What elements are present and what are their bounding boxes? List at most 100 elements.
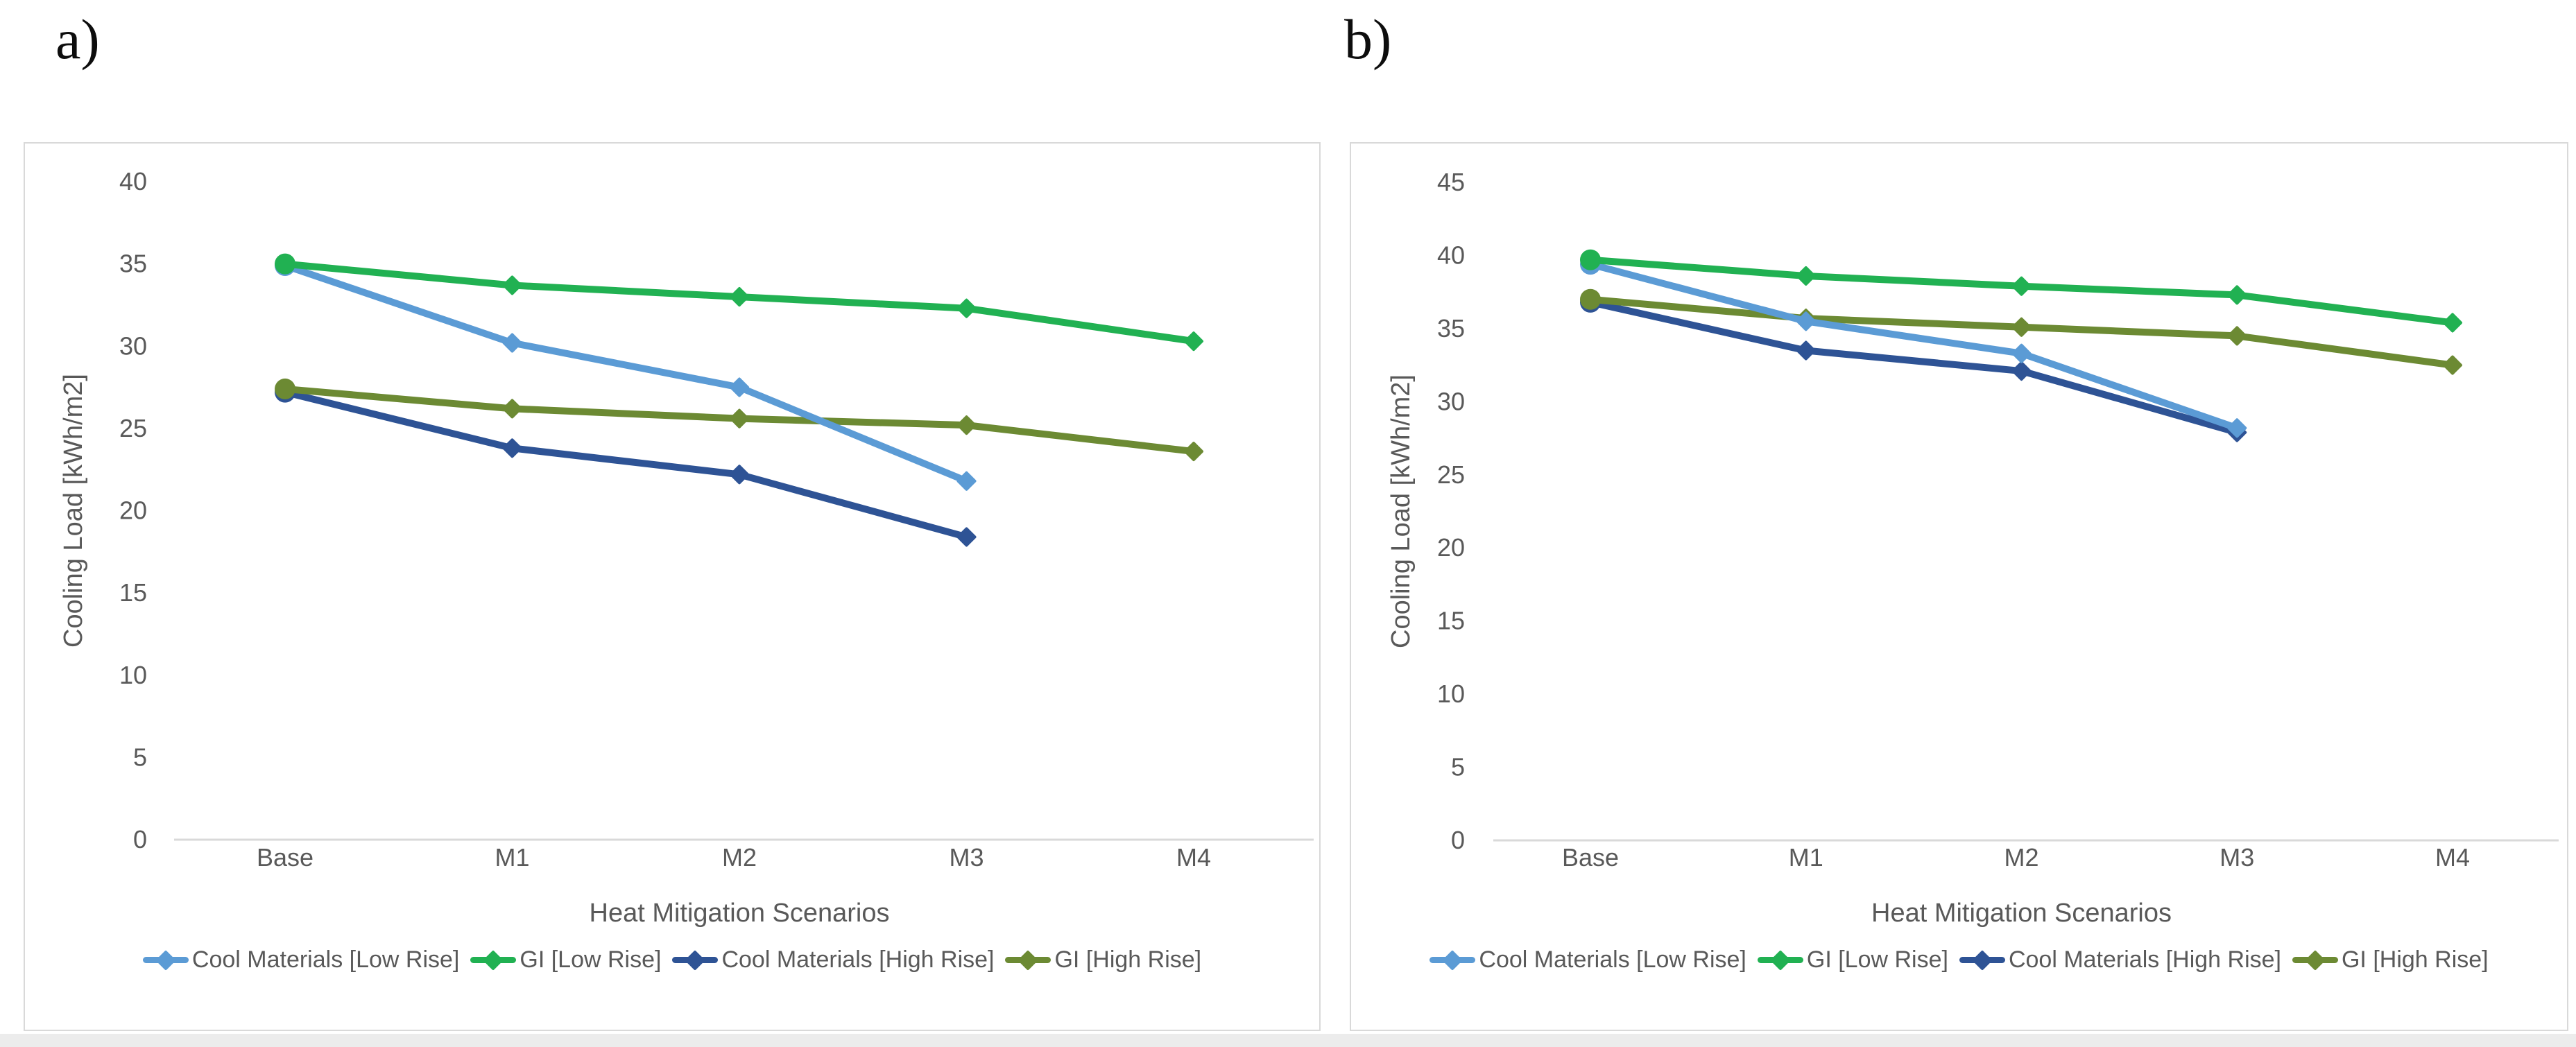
x-axis-category-label: M3 [2219,843,2254,872]
y-axis-tick-label: 30 [119,331,147,360]
data-point-marker [956,471,977,491]
x-axis-category-label: M1 [495,843,529,872]
legend-item: Cool Materials [Low Rise] [1429,946,1746,974]
data-point-marker [956,415,977,435]
x-axis-category-label: M1 [1789,843,1823,872]
legend-line-diamond-marker [2292,957,2338,963]
data-point-marker [1183,442,1204,462]
data-point-marker [2011,343,2032,363]
data-point-marker [2011,276,2032,296]
chart-svg: 0 5 10 15 20 25 30 35 40 45 Base M1 M2 M3 M4 Heat Mitig… [1386,168,2559,928]
chart-panel-a: 0 5 10 15 20 25 30 35 40 Base M1 M2 M3 M4 Heat Mitigat… [24,142,1321,1031]
legend-item: Cool Materials [High Rise] [1959,946,2281,974]
data-point-marker [956,298,977,318]
y-axis-tick-label: 45 [1437,168,1465,196]
legend-item: GI [Low Rise] [470,946,661,974]
legend: Cool Materials [Low Rise] GI [Low Rise] Co… [25,946,1319,974]
y-axis-tick-label: 35 [1437,314,1465,343]
y-axis-tick-label: 20 [1437,533,1465,562]
data-point-marker [2011,361,2032,381]
data-point-marker [2227,285,2247,305]
bottom-strip [0,1034,2576,1047]
data-point-marker [2227,418,2247,438]
x-axis-category-label: M4 [2435,843,2470,872]
data-point-marker [1796,340,1816,361]
series-4 [1580,288,2463,375]
y-axis-tick-label: 0 [1451,826,1465,854]
y-axis-tick-label: 35 [119,250,147,278]
chart-panel-b: 0 5 10 15 20 25 30 35 40 45 Base M1 M2 M3 M4 Heat Mitig… [1350,142,2568,1031]
legend-label: Cool Materials [High Rise] [721,946,995,973]
legend-line-diamond-marker [1005,957,1051,963]
y-axis-title: Cooling Load [kWh/m2] [1386,374,1416,648]
series-4 [275,378,1204,462]
data-point-marker [2442,355,2463,375]
legend-item: GI [High Rise] [2292,946,2489,974]
y-axis-tick-label: 30 [1437,387,1465,415]
data-point-marker [1183,331,1204,352]
chart-svg: 0 5 10 15 20 25 30 35 40 Base M1 M2 M3 M4 Heat Mitigat… [59,167,1314,928]
y-axis-tick-label: 40 [119,167,147,196]
x-axis-category-label: M2 [722,843,757,872]
data-point-marker [2442,313,2463,333]
legend-item: Cool Materials [High Rise] [672,946,994,974]
data-point-marker [275,253,295,275]
x-axis-category-label: M4 [1176,843,1211,872]
x-axis-category-label: Base [257,843,314,872]
data-point-marker [502,438,522,458]
series-line [1587,261,2241,432]
data-point-marker [502,399,522,419]
x-axis-title: Heat Mitigation Scenarios [590,899,890,928]
y-axis-tick-label: 15 [119,578,147,607]
series-3 [1580,291,2247,442]
legend-label: GI [Low Rise] [1806,946,1948,973]
y-axis-tick-label: 5 [133,743,147,771]
series-line [282,388,970,541]
data-point-marker [1580,288,1601,310]
legend-label: Cool Materials [Low Rise] [1479,946,1746,973]
data-point-marker [2011,317,2032,337]
data-point-marker [956,527,977,547]
legend-label: GI [High Rise] [1054,946,1202,973]
y-axis-tick-label: 15 [1437,607,1465,635]
y-axis-tick-label: 25 [119,414,147,442]
panel-label-b: b) [1344,8,1392,71]
data-point-marker [502,333,522,353]
y-axis-tick-label: 25 [1437,460,1465,489]
x-axis-category-label: M2 [2004,843,2038,872]
y-axis-tick-label: 40 [1437,241,1465,269]
series-line [1587,298,2241,436]
series-line [282,261,970,485]
panel-label-a: a) [55,8,100,71]
data-point-marker [729,465,750,485]
data-point-marker [2227,326,2247,346]
series-2 [1580,249,2463,333]
y-axis-tick-label: 0 [133,825,147,854]
y-axis-tick-label: 5 [1451,753,1465,781]
legend-label: GI [Low Rise] [520,946,662,973]
data-point-marker [729,287,750,307]
data-point-marker [729,408,750,429]
x-axis-category-label: Base [1562,843,1619,872]
legend-line-diamond-marker [470,957,517,963]
data-point-marker [1796,266,1816,286]
x-axis-category-label: M3 [949,843,984,872]
y-axis-title: Cooling Load [kWh/m2] [59,374,88,648]
series-3 [275,381,977,547]
legend-label: Cool Materials [Low Rise] [191,946,460,973]
legend-line-diamond-marker [1959,957,2005,963]
data-point-marker [502,275,522,295]
data-point-marker [1580,249,1601,270]
data-point-marker [1796,311,1816,331]
legend-line-diamond-marker [672,957,719,963]
legend-item: GI [High Rise] [1005,946,1201,974]
legend-label: Cool Materials [High Rise] [2008,946,2281,973]
legend-label: GI [High Rise] [2341,946,2489,973]
legend-line-diamond-marker [142,957,189,963]
legend: Cool Materials [Low Rise] GI [Low Rise] Co… [1351,946,2567,974]
legend-item: Cool Materials [Low Rise] [142,946,460,974]
series-2 [275,253,1204,352]
y-axis-tick-label: 10 [1437,680,1465,708]
data-point-marker [275,378,295,399]
legend-line-diamond-marker [1429,957,1476,963]
